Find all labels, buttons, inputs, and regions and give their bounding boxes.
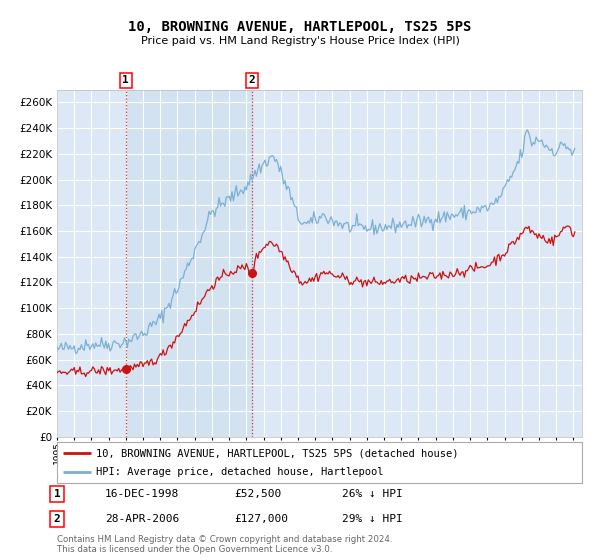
Text: HPI: Average price, detached house, Hartlepool: HPI: Average price, detached house, Hart… [97, 467, 384, 477]
Text: 10, BROWNING AVENUE, HARTLEPOOL, TS25 5PS: 10, BROWNING AVENUE, HARTLEPOOL, TS25 5P… [128, 20, 472, 34]
Bar [126, 90, 252, 437]
Text: 1: 1 [122, 76, 129, 86]
Text: 28-APR-2006: 28-APR-2006 [105, 514, 179, 524]
Text: 16-DEC-1998: 16-DEC-1998 [105, 489, 179, 499]
Text: 2: 2 [53, 514, 61, 524]
Text: 10, BROWNING AVENUE, HARTLEPOOL, TS25 5PS (detached house): 10, BROWNING AVENUE, HARTLEPOOL, TS25 5P… [97, 449, 459, 458]
Text: 2: 2 [248, 76, 256, 86]
Text: Contains HM Land Registry data © Crown copyright and database right 2024.
This d: Contains HM Land Registry data © Crown c… [57, 535, 392, 554]
Text: 1: 1 [53, 489, 61, 499]
Text: 26% ↓ HPI: 26% ↓ HPI [342, 489, 403, 499]
Text: £127,000: £127,000 [234, 514, 288, 524]
Text: Price paid vs. HM Land Registry's House Price Index (HPI): Price paid vs. HM Land Registry's House … [140, 36, 460, 46]
Text: £52,500: £52,500 [234, 489, 281, 499]
Text: 29% ↓ HPI: 29% ↓ HPI [342, 514, 403, 524]
